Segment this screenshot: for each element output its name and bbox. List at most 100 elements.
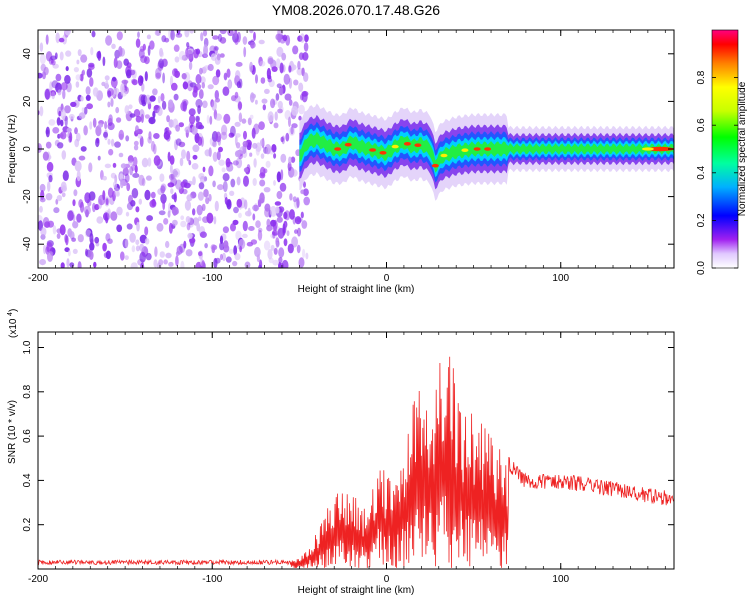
noise-blob: [138, 174, 145, 186]
noise-blob: [239, 245, 243, 253]
noise-blob: [39, 106, 44, 117]
noise-blob: [277, 100, 283, 109]
noise-blob: [297, 35, 303, 42]
noise-blob: [66, 258, 70, 268]
noise-blob: [93, 261, 97, 268]
noise-blob: [246, 241, 254, 247]
noise-blob: [60, 131, 67, 140]
noise-blob: [67, 210, 74, 221]
noise-blob: [66, 127, 72, 133]
noise-blob: [283, 73, 290, 85]
noise-blob: [260, 153, 265, 159]
noise-blob: [257, 264, 263, 268]
noise-blob: [72, 199, 76, 207]
noise-blob: [129, 69, 136, 76]
noise-blob: [62, 34, 67, 45]
noise-blob: [252, 213, 256, 221]
noise-blob: [112, 181, 118, 189]
noise-blob: [296, 244, 301, 254]
noise-blob: [74, 127, 78, 135]
noise-blob: [191, 163, 199, 170]
noise-blob: [59, 51, 64, 61]
noise-blob: [130, 262, 138, 268]
noise-blob: [235, 133, 241, 138]
noise-blob: [242, 220, 248, 232]
noise-blob: [55, 198, 59, 205]
noise-blob: [77, 49, 82, 57]
noise-blob: [223, 240, 229, 249]
noise-region: [38, 30, 311, 268]
noise-blob: [167, 151, 171, 162]
noise-blob: [198, 89, 204, 100]
noise-blob: [146, 34, 151, 40]
noise-blob: [159, 50, 164, 58]
noise-blob: [105, 250, 111, 260]
noise-blob: [291, 105, 299, 116]
colorbar-tick-label: 0.0: [696, 261, 707, 275]
noise-blob: [183, 182, 191, 189]
noise-blob: [107, 122, 115, 131]
noise-blob: [107, 187, 114, 198]
noise-blob: [79, 201, 85, 213]
noise-blob: [72, 221, 79, 229]
noise-blob: [172, 68, 179, 77]
noise-blob: [303, 42, 309, 52]
noise-blob: [200, 32, 204, 42]
noise-blob: [182, 100, 188, 112]
noise-blob: [285, 132, 290, 142]
noise-blob: [234, 38, 239, 45]
noise-blob: [259, 179, 266, 187]
noise-blob: [186, 150, 191, 162]
noise-blob: [69, 262, 75, 268]
noise-blob: [83, 125, 88, 136]
noise-blob: [225, 157, 231, 168]
noise-blob: [128, 194, 133, 204]
noise-blob: [172, 219, 178, 226]
noise-blob: [110, 98, 114, 107]
ridge-peak: [473, 147, 481, 151]
spectrogram-y-tick-label: -40: [22, 237, 33, 252]
noise-blob: [159, 251, 165, 258]
noise-blob: [144, 226, 149, 236]
noise-blob: [191, 125, 198, 135]
noise-blob: [257, 198, 265, 204]
noise-blob: [107, 208, 112, 220]
noise-blob: [234, 121, 241, 127]
noise-blob: [242, 36, 248, 45]
noise-blob: [102, 56, 106, 67]
noise-blob: [188, 61, 193, 70]
noise-blob: [259, 192, 265, 204]
noise-blob: [283, 238, 288, 247]
noise-blob: [283, 211, 288, 220]
noise-blob: [175, 251, 180, 256]
noise-blob: [192, 154, 198, 160]
noise-blob: [92, 117, 97, 128]
snr-y-tick-label: 0.6: [22, 429, 33, 443]
noise-blob: [133, 109, 141, 117]
noise-blob: [212, 75, 220, 86]
noise-blob: [228, 248, 234, 254]
noise-blob: [212, 140, 217, 148]
noise-blob: [276, 46, 284, 58]
noise-blob: [120, 83, 125, 94]
noise-blob: [89, 232, 94, 244]
noise-blob: [180, 220, 187, 228]
noise-blob: [89, 242, 95, 251]
ridge-peak-end: [646, 146, 674, 152]
noise-blob: [279, 62, 284, 74]
noise-blob: [183, 240, 187, 249]
noise-blob: [133, 140, 139, 146]
noise-blob: [202, 100, 208, 109]
noise-blob: [112, 87, 120, 95]
noise-blob: [280, 136, 284, 143]
noise-blob: [214, 90, 219, 100]
figure-title: YM08.2026.070.17.48.G26: [272, 2, 440, 18]
noise-blob: [165, 134, 171, 142]
noise-blob: [238, 212, 242, 218]
noise-blob: [247, 207, 251, 217]
noise-blob: [78, 155, 86, 161]
noise-blob: [233, 245, 238, 256]
noise-blob: [275, 206, 280, 214]
noise-blob: [118, 133, 124, 139]
noise-blob: [278, 256, 283, 264]
